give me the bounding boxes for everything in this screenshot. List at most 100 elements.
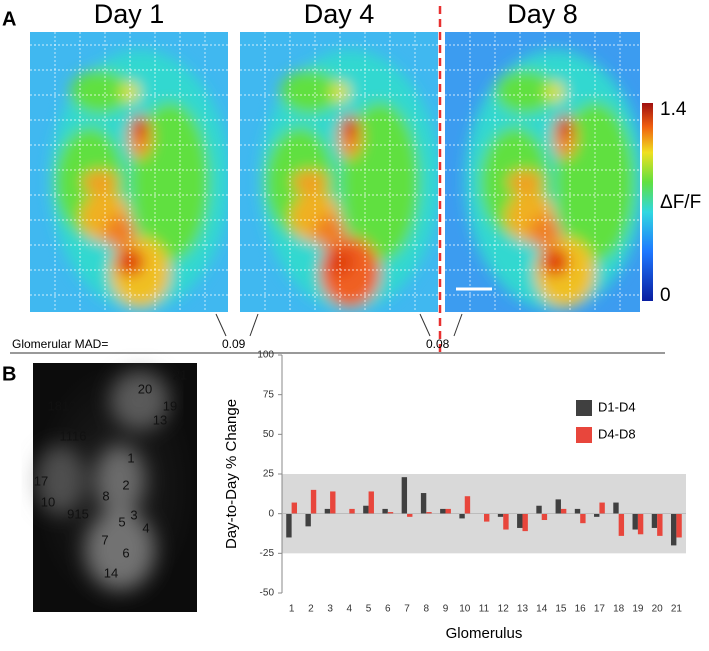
blob — [292, 170, 328, 194]
bar — [310, 489, 317, 514]
x-tick-label: 21 — [671, 604, 683, 615]
bar — [305, 513, 311, 527]
y-tick-label: 25 — [263, 469, 275, 480]
mad-value: 0.08 — [426, 337, 450, 351]
heatmap-body — [30, 32, 228, 312]
bar — [363, 505, 369, 514]
blob — [104, 216, 136, 248]
bar — [555, 499, 561, 514]
bar — [420, 493, 427, 514]
connectors — [215, 313, 463, 337]
glomerulus-label: 20 — [138, 381, 152, 396]
y-tick-label: 0 — [268, 508, 274, 519]
bar — [387, 512, 394, 514]
x-tick-label: 9 — [443, 604, 449, 615]
x-tick-label: 20 — [652, 604, 664, 615]
legend-label: D1-D4 — [598, 399, 636, 414]
x-tick-label: 8 — [424, 604, 430, 615]
x-tick-label: 7 — [404, 604, 410, 615]
bar — [440, 508, 446, 514]
bar — [503, 513, 509, 530]
x-tick-label: 5 — [366, 604, 372, 615]
bar — [580, 513, 586, 524]
glomerulus-label: 4 — [142, 520, 149, 535]
panel-label: B — [2, 363, 16, 385]
bar — [522, 513, 528, 532]
legend-swatch — [576, 427, 592, 443]
bar — [657, 513, 663, 536]
x-tick-label: 16 — [575, 604, 587, 615]
blob — [314, 216, 346, 248]
bar — [613, 502, 619, 514]
glomerulus-label: 915 — [67, 506, 89, 521]
x-tick-label: 11 — [479, 604, 490, 615]
bar — [286, 513, 292, 538]
blob — [541, 248, 569, 276]
bar — [536, 505, 542, 514]
glomerulus-label: 6 — [122, 545, 129, 560]
x-tick-label: 19 — [632, 604, 644, 615]
bar — [497, 513, 504, 517]
legend-swatch — [576, 400, 592, 416]
heatmap-body — [240, 32, 438, 312]
blobs — [50, 50, 228, 310]
bar — [541, 513, 548, 521]
x-tick-label: 18 — [613, 604, 625, 615]
bar — [517, 513, 523, 528]
x-tick-label: 13 — [517, 604, 529, 615]
bar — [594, 513, 600, 517]
x-tick-label: 1 — [289, 604, 295, 615]
blob — [545, 82, 565, 102]
bar — [574, 508, 581, 514]
bar — [426, 512, 432, 514]
blob — [280, 70, 340, 114]
bar — [484, 513, 490, 522]
colorbar-min: 0 — [660, 285, 671, 306]
glomerulus-label: 1 — [127, 450, 134, 465]
image-glow — [35, 370, 170, 590]
blob — [133, 115, 147, 139]
day-label: Day 4 — [304, 0, 375, 29]
y-tick-label: 50 — [263, 429, 275, 440]
blobs — [465, 50, 640, 310]
y-tick-label: 100 — [257, 350, 274, 361]
day-label: Day 8 — [507, 0, 578, 29]
bar — [670, 513, 677, 546]
heatmap — [240, 32, 438, 312]
colorbar-max: 1.4 — [660, 99, 687, 120]
x-tick-label: 14 — [536, 604, 548, 615]
bar — [560, 508, 567, 514]
glomerulus-label: 8 — [102, 488, 109, 503]
glomerulus-label: 2 — [122, 477, 129, 492]
blobs — [260, 50, 438, 310]
bar — [676, 513, 682, 538]
glomerulus-label: 10 — [41, 494, 55, 509]
x-tick-label: 15 — [555, 604, 567, 615]
glomerulus-label: 21 — [173, 367, 187, 382]
heatmap — [445, 32, 640, 312]
glomerulus-label: 5 — [118, 514, 125, 529]
y-axis-title: Day-to-Day % Change — [223, 399, 240, 549]
x-axis-title: Glomerulus — [446, 625, 523, 642]
bar — [651, 513, 658, 528]
bar — [618, 513, 625, 536]
legend-label: D4-D8 — [598, 426, 636, 441]
bar — [464, 496, 471, 514]
colorbar-label: ΔF/F — [660, 192, 701, 213]
bar — [459, 513, 465, 519]
bar — [632, 513, 638, 530]
blob — [343, 115, 357, 139]
bar — [368, 491, 374, 514]
glomerulus-label: 14 — [104, 565, 118, 580]
bar — [401, 477, 408, 514]
bar — [349, 508, 355, 514]
colorbar — [642, 103, 653, 301]
heatmap-body — [445, 32, 640, 312]
day-label: Day 1 — [94, 0, 165, 29]
bar — [407, 513, 413, 517]
mad-value: 0.09 — [222, 337, 246, 351]
x-tick-label: 17 — [594, 604, 606, 615]
bar — [382, 508, 388, 514]
x-tick-label: 10 — [459, 604, 471, 615]
